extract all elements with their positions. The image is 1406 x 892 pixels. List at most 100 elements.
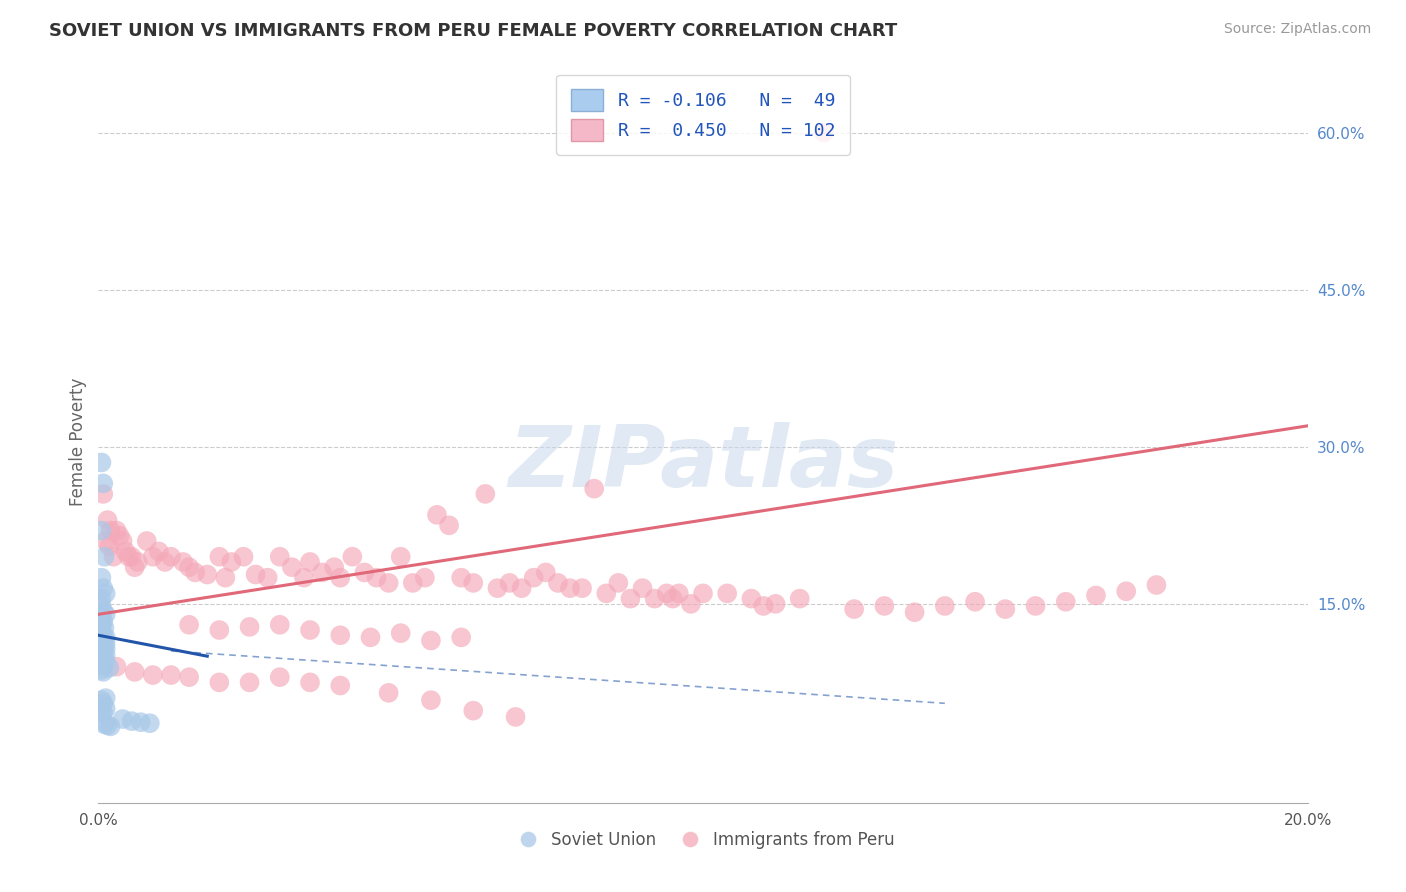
Point (94, 631, 117, 645)
Point (534, 566, 557, 580)
Point (184, 566, 207, 580)
Point (679, 597, 702, 611)
Point (105, 659, 128, 673)
Text: ZIPatlas: ZIPatlas (508, 422, 898, 505)
Point (450, 571, 472, 585)
Point (281, 560, 304, 574)
Point (510, 581, 533, 595)
Point (96, 718, 118, 732)
Point (299, 675, 322, 690)
Point (1054, 595, 1077, 609)
Point (91, 665, 114, 679)
Point (114, 544, 136, 558)
Point (437, 518, 460, 533)
Point (94, 655, 117, 669)
Point (329, 628, 352, 642)
Point (583, 482, 606, 496)
Point (124, 560, 146, 574)
Point (100, 524, 122, 538)
Point (1024, 599, 1046, 613)
Point (994, 602, 1017, 616)
Point (90, 639, 112, 653)
Point (91, 706, 114, 720)
Point (486, 581, 509, 595)
Point (463, 704, 485, 718)
Point (239, 675, 262, 690)
Point (90, 455, 112, 469)
Point (377, 575, 399, 590)
Point (90, 704, 112, 718)
Point (523, 571, 546, 585)
Point (329, 571, 352, 585)
Point (450, 631, 472, 645)
Point (571, 581, 593, 595)
Legend: Soviet Union, Immigrants from Peru: Soviet Union, Immigrants from Peru (505, 824, 901, 856)
Y-axis label: Female Poverty: Female Poverty (69, 377, 87, 506)
Point (668, 586, 690, 600)
Point (377, 686, 399, 700)
Point (91, 658, 114, 673)
Point (179, 560, 201, 574)
Point (558, 581, 581, 595)
Point (90, 591, 112, 606)
Point (94, 637, 117, 651)
Point (90, 650, 112, 665)
Point (765, 597, 787, 611)
Text: Source: ZipAtlas.com: Source: ZipAtlas.com (1223, 22, 1371, 37)
Point (90, 599, 112, 613)
Point (139, 716, 162, 731)
Point (873, 599, 896, 613)
Point (389, 626, 412, 640)
Point (142, 668, 165, 682)
Point (474, 487, 496, 501)
Point (269, 549, 291, 564)
Point (239, 620, 262, 634)
Point (90, 644, 112, 658)
Point (91, 646, 114, 660)
Point (98, 539, 121, 553)
Point (118, 549, 141, 564)
Point (292, 571, 315, 585)
Point (631, 581, 654, 595)
Point (420, 633, 443, 648)
Point (124, 665, 146, 679)
Point (179, 670, 201, 684)
Point (90, 663, 112, 677)
Point (91, 696, 114, 710)
Point (129, 715, 152, 730)
Point (752, 599, 775, 613)
Point (90, 610, 112, 624)
Point (1115, 584, 1137, 599)
Text: SOVIET UNION VS IMMIGRANTS FROM PERU FEMALE POVERTY CORRELATION CHART: SOVIET UNION VS IMMIGRANTS FROM PERU FEM… (49, 22, 897, 40)
Point (208, 549, 231, 564)
Point (208, 623, 231, 637)
Point (644, 591, 666, 606)
Point (94, 701, 117, 715)
Point (121, 714, 143, 728)
Point (413, 571, 436, 585)
Point (740, 591, 762, 606)
Point (90, 623, 112, 637)
Point (135, 534, 157, 549)
Point (607, 575, 630, 590)
Point (813, 126, 835, 140)
Point (256, 571, 278, 585)
Point (111, 534, 134, 549)
Point (111, 712, 134, 726)
Point (360, 631, 382, 645)
Point (90, 626, 112, 640)
Point (96, 513, 118, 527)
Point (208, 675, 231, 690)
Point (311, 566, 333, 580)
Point (94, 691, 117, 706)
Point (179, 617, 201, 632)
Point (91, 604, 114, 618)
Point (269, 670, 291, 684)
Point (619, 591, 641, 606)
Point (90, 693, 112, 707)
Point (269, 617, 291, 632)
Point (91, 581, 114, 595)
Point (94, 586, 117, 600)
Point (93, 717, 115, 731)
Point (91, 652, 114, 666)
